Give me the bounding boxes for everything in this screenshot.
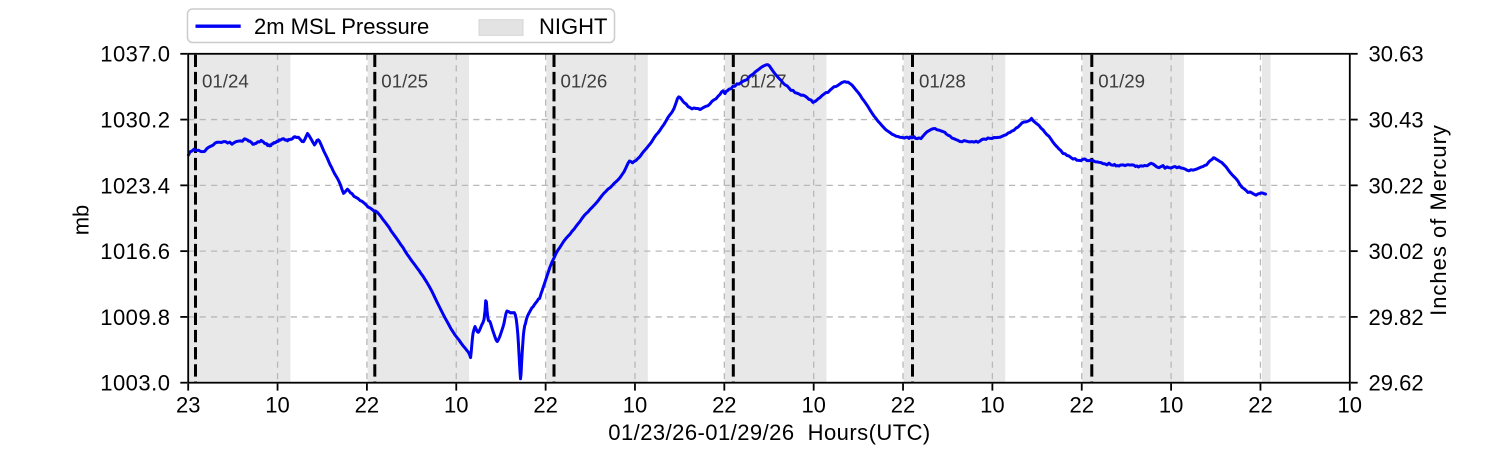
svg-text:1023.4: 1023.4	[100, 173, 170, 198]
svg-text:29.62: 29.62	[1369, 371, 1424, 396]
svg-text:1030.2: 1030.2	[100, 107, 170, 132]
svg-text:01/28: 01/28	[919, 71, 966, 92]
svg-text:30.43: 30.43	[1369, 107, 1424, 132]
svg-text:22: 22	[712, 392, 736, 417]
svg-text:1009.8: 1009.8	[100, 305, 170, 330]
svg-text:2m MSL Pressure: 2m MSL Pressure	[254, 14, 429, 39]
svg-text:23: 23	[176, 392, 200, 417]
svg-text:10: 10	[801, 392, 825, 417]
svg-text:10: 10	[1159, 392, 1183, 417]
svg-text:10: 10	[1338, 392, 1362, 417]
svg-text:22: 22	[355, 392, 379, 417]
svg-text:1037.0: 1037.0	[100, 42, 170, 67]
svg-text:01/26: 01/26	[561, 71, 608, 92]
svg-text:10: 10	[265, 392, 289, 417]
svg-text:NIGHT: NIGHT	[539, 14, 607, 39]
svg-text:Inches of Mercury: Inches of Mercury	[1426, 124, 1451, 316]
svg-text:22: 22	[533, 392, 557, 417]
svg-text:30.02: 30.02	[1369, 239, 1424, 264]
svg-text:1016.6: 1016.6	[100, 239, 170, 264]
svg-text:mb: mb	[69, 205, 94, 236]
svg-text:29.82: 29.82	[1369, 305, 1424, 330]
svg-text:10: 10	[623, 392, 647, 417]
svg-text:01/29: 01/29	[1098, 71, 1145, 92]
svg-text:22: 22	[1248, 392, 1272, 417]
svg-text:22: 22	[1069, 392, 1093, 417]
svg-text:30.63: 30.63	[1369, 42, 1424, 67]
svg-text:30.22: 30.22	[1369, 173, 1424, 198]
svg-text:01/25: 01/25	[381, 71, 428, 92]
svg-text:10: 10	[444, 392, 468, 417]
svg-text:01/23/26-01/29/26 Hours(UTC): 01/23/26-01/29/26 Hours(UTC)	[608, 420, 930, 445]
svg-text:1003.0: 1003.0	[100, 371, 170, 396]
svg-text:10: 10	[980, 392, 1004, 417]
svg-text:22: 22	[891, 392, 915, 417]
svg-text:01/24: 01/24	[202, 71, 249, 92]
